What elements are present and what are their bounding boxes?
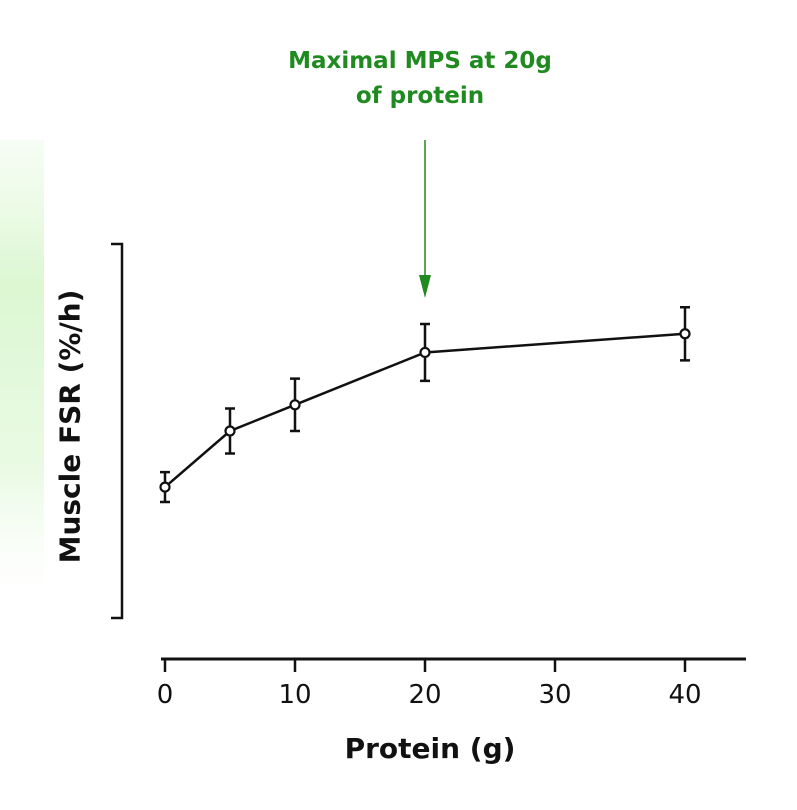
data-point — [289, 399, 301, 411]
x-tick-label: 0 — [157, 680, 174, 710]
data-point — [679, 328, 691, 340]
highlight-band — [0, 140, 44, 620]
x-axis-label: Protein (g) — [344, 732, 516, 765]
annotation-text: Maximal MPS at 20g of protein — [250, 44, 590, 114]
y-axis-bracket — [111, 242, 124, 620]
data-point — [159, 481, 171, 493]
x-tick-label: 40 — [668, 680, 701, 710]
annotation-arrow — [419, 140, 431, 298]
x-tick-label: 20 — [408, 680, 441, 710]
arrow-head-icon — [419, 275, 431, 298]
annotation-line2: of protein — [355, 83, 485, 109]
x-tick-label: 30 — [538, 680, 571, 710]
data-point — [224, 425, 236, 437]
data-point — [419, 346, 431, 359]
annotation-line1: Maximal MPS at 20g — [288, 48, 552, 74]
y-axis-label: Muscle FSR (%/h) — [53, 289, 87, 564]
x-tick-label: 10 — [278, 680, 311, 710]
